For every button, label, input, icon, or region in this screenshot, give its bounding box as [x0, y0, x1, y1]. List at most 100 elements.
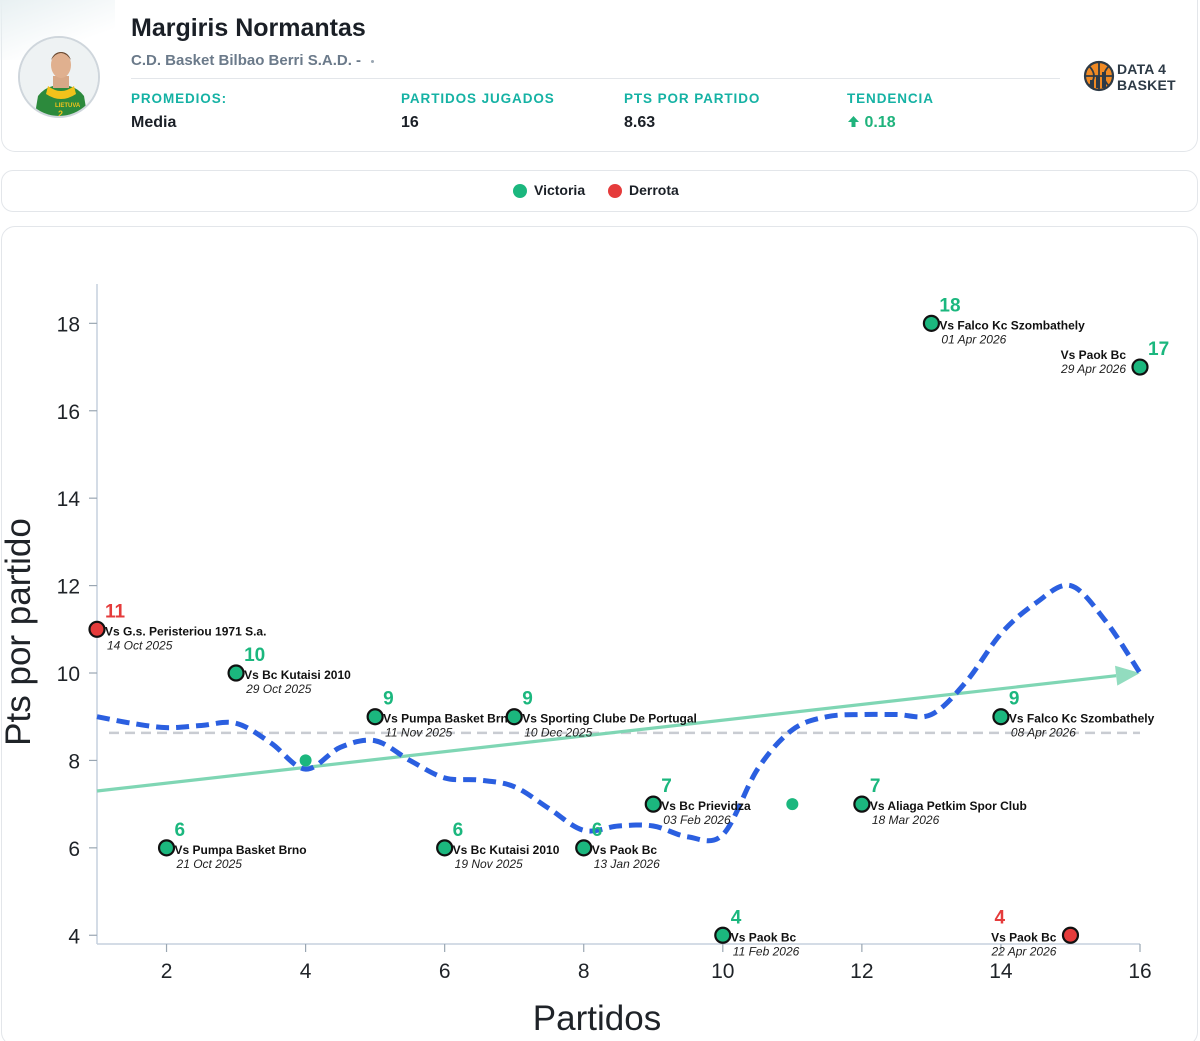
brand-logo: DATA 4 BASKET	[1083, 59, 1183, 95]
game-point: 11 Vs G.s. Peristeriou 1971 S.a.14 Oct 20…	[88, 601, 266, 652]
stat-label-promedios: PROMEDIOS:	[131, 91, 228, 106]
y-tick-label: 8	[68, 750, 80, 773]
stat-value-partidos: 16	[401, 114, 419, 131]
legend-loss-label[interactable]: Derrota	[629, 182, 679, 198]
data-point-date: 19 Nov 2025	[455, 857, 523, 871]
data-point-marker[interactable]	[644, 795, 662, 813]
smooth-trend-curve	[96, 582, 1143, 844]
data-point-marker[interactable]	[714, 926, 732, 944]
data-point-date: 22 Apr 2026	[991, 944, 1057, 958]
jersey-number: 2	[58, 109, 63, 118]
data-point-marker[interactable]	[853, 795, 871, 813]
data-point-value: 4	[994, 907, 1005, 928]
legend-win-label[interactable]: Victoria	[534, 182, 586, 198]
x-tick-label: 14	[989, 960, 1013, 983]
data-point-date: 11 Nov 2025	[385, 726, 452, 740]
data-point-marker[interactable]	[922, 314, 941, 332]
data-point-value: 6	[175, 820, 186, 841]
x-tick-label: 2	[161, 960, 173, 983]
data-point-date: 01 Apr 2026	[941, 332, 1006, 346]
minor-data-point	[299, 754, 312, 767]
data-point-marker[interactable]	[366, 708, 384, 726]
legend-loss-dot	[608, 184, 622, 198]
x-tick-label: 8	[578, 960, 590, 983]
minor-data-point	[786, 798, 799, 811]
data-point-opponent: Vs Paok Bc	[592, 843, 658, 857]
data-point-opponent: Vs Bc Kutaisi 2010	[244, 668, 351, 682]
data-point-marker[interactable]	[88, 620, 106, 638]
player-name: Margiris Normantas	[131, 14, 366, 42]
header-divider	[131, 78, 1060, 79]
data-point-date: 10 Dec 2025	[524, 726, 592, 740]
data-point-opponent: Vs Falco Kc Szombathely	[939, 318, 1085, 332]
data-point-value: 9	[1009, 689, 1020, 710]
y-tick-label: 14	[57, 488, 81, 511]
data-point-opponent: Vs Pumpa Basket Brno	[175, 843, 307, 857]
player-header-card	[1, 0, 1198, 152]
data-point-value: 4	[731, 907, 742, 928]
chart-axes	[96, 284, 1140, 945]
data-point-opponent: Vs Paok Bc	[1061, 348, 1127, 362]
separator-dot-icon	[371, 59, 375, 63]
data-point-marker[interactable]	[1131, 358, 1149, 376]
trend-arrow-head	[1115, 665, 1140, 686]
data-point-marker[interactable]	[992, 708, 1010, 726]
data-point-date: 11 Feb 2026	[733, 944, 800, 958]
data-point-value: 18	[939, 295, 960, 316]
chart-lines	[96, 582, 1143, 844]
data-point-date: 13 Jan 2026	[594, 857, 660, 871]
stat-label-pts: PTS POR PARTIDO	[624, 91, 761, 106]
data-point-value: 9	[522, 689, 533, 710]
data-point-date: 03 Feb 2026	[663, 813, 731, 827]
data-point-date: 29 Oct 2025	[245, 682, 312, 696]
data-point-opponent: Vs Sporting Clube De Portugal	[522, 712, 697, 726]
data-point-marker[interactable]	[227, 664, 245, 682]
data-point-value: 9	[383, 689, 394, 710]
data-point-value: 10	[244, 645, 265, 666]
brand-text-line2: BASKET	[1117, 77, 1176, 93]
data-point-value: 11	[105, 601, 126, 622]
data-point-value: 6	[592, 820, 603, 841]
data-point-marker[interactable]	[505, 708, 523, 726]
x-tick-label: 4	[300, 960, 312, 983]
legend-win-dot	[513, 184, 527, 198]
x-tick-label: 10	[711, 960, 734, 983]
data-point-opponent: Vs Falco Kc Szombathely	[1009, 712, 1155, 726]
data-point-opponent: Vs Paok Bc	[991, 930, 1057, 944]
stat-label-tendencia: TENDENCIA	[847, 91, 934, 106]
data-point-opponent: Vs G.s. Peristeriou 1971 S.a.	[105, 624, 266, 638]
x-axis-title: Partidos	[533, 999, 661, 1038]
data-point-date: 14 Oct 2025	[107, 638, 173, 652]
data-point-marker[interactable]	[157, 839, 176, 857]
y-axis-title: Pts por partido	[0, 518, 38, 746]
player-photo: LIETUVA 2	[20, 38, 98, 118]
data-point-opponent: Vs Aliaga Petkim Spor Club	[870, 799, 1027, 813]
basketball-icon	[1083, 60, 1115, 92]
data-point-marker[interactable]	[436, 839, 454, 857]
data-point-value: 7	[661, 776, 672, 797]
data-point-opponent: Vs Bc Kutaisi 2010	[453, 843, 560, 857]
data-point-marker[interactable]	[575, 839, 593, 857]
stat-value-tendencia: 0.18	[847, 114, 896, 132]
chart-ticks: 4 6 8 10 12 14 16 18 2 4 6 8 10 12 14 16	[57, 313, 1152, 983]
data-point-marker[interactable]	[1061, 926, 1080, 944]
data-point-date: 29 Apr 2026	[1060, 362, 1126, 376]
stat-value-pts: 8.63	[624, 114, 656, 131]
player-avatar: LIETUVA 2	[18, 36, 100, 118]
legend-card	[1, 170, 1198, 212]
y-tick-label: 10	[57, 663, 80, 686]
data-point-date: 21 Oct 2025	[176, 857, 243, 871]
x-tick-label: 12	[850, 960, 873, 983]
data-point-opponent: Vs Pumpa Basket Brno	[383, 712, 515, 726]
